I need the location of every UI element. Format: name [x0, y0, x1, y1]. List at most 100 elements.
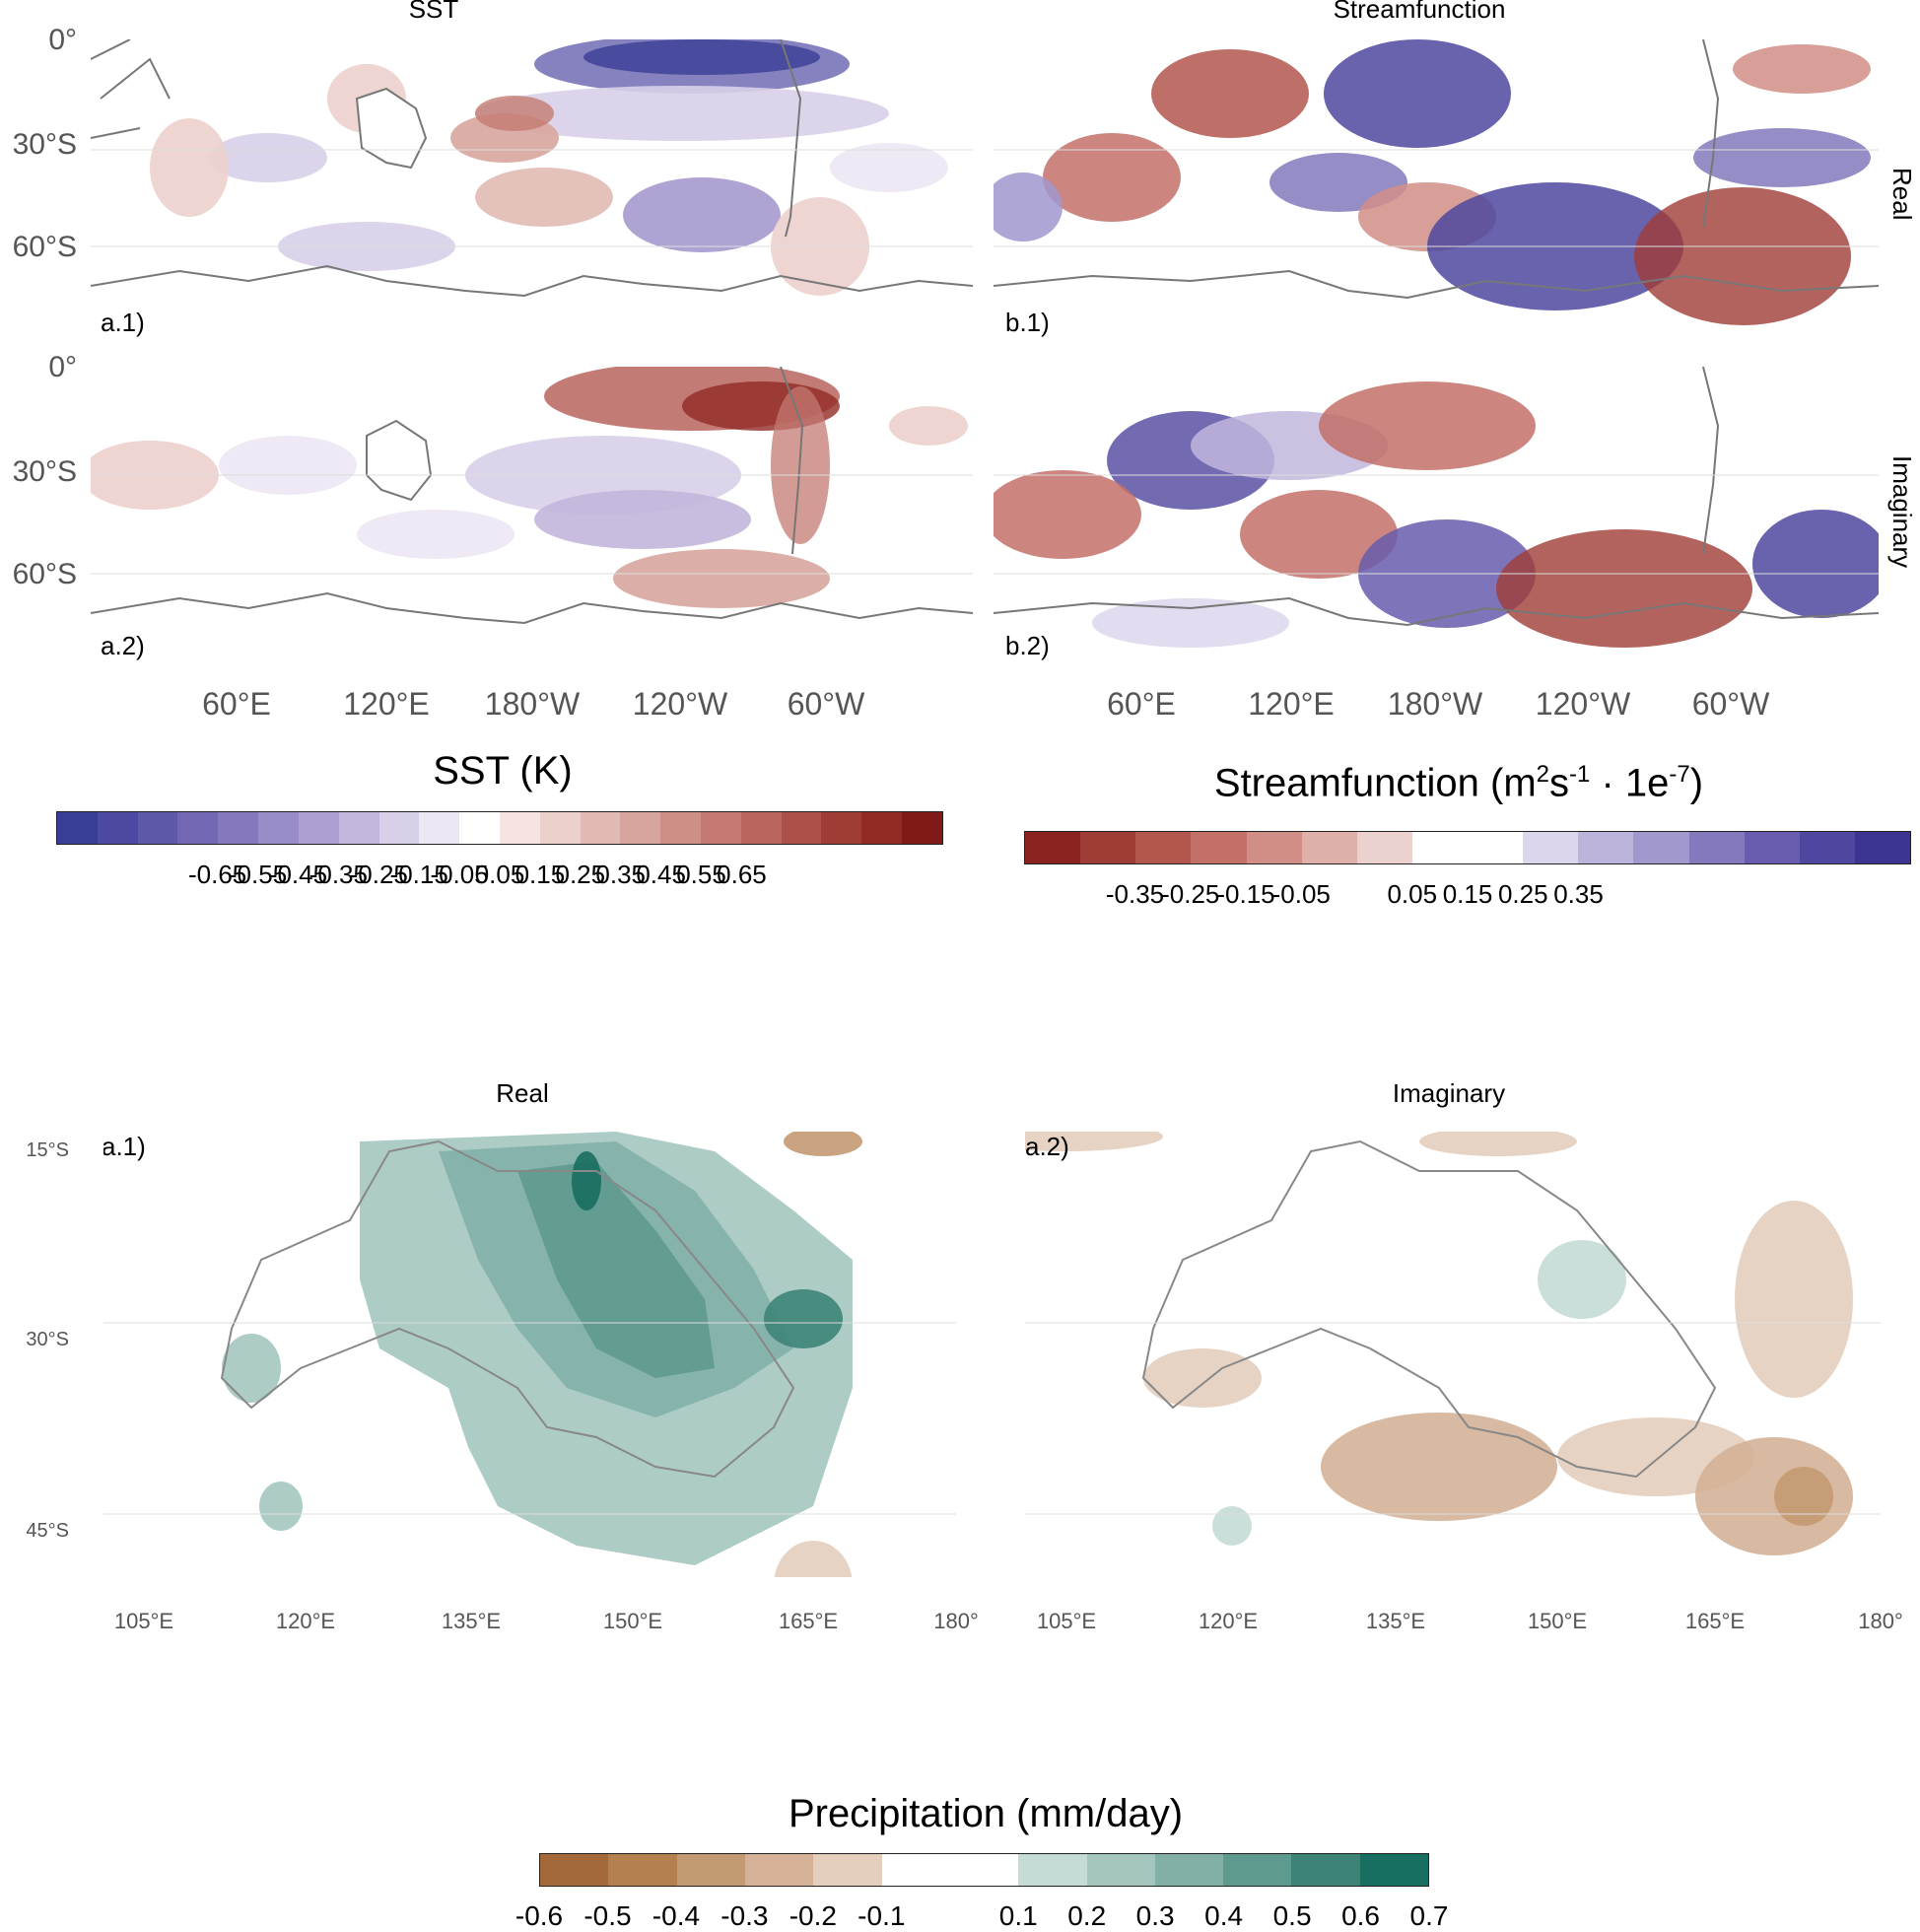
streamfunction-colorbar-swatch [1246, 832, 1302, 863]
precip-imaginary-map: a.2) [1025, 1132, 1881, 1577]
sst-colorbar-title: SST (K) [433, 749, 573, 793]
lat-label-0-row2: 0° [48, 351, 77, 383]
sst-real-field [91, 39, 973, 298]
precip-colorbar-tick-label: 0.2 [1067, 1900, 1107, 1931]
sst-colorbar-tick-label: -0.05 [430, 860, 489, 889]
stream-title-mid2: · 1e [1590, 761, 1670, 805]
panel-label-a2-top: a.2) [101, 631, 145, 660]
streamfunction-colorbar-swatch [1356, 832, 1412, 863]
precip-colorbar-swatch [744, 1854, 814, 1886]
sst-colorbar-tick-label: -0.65 [187, 860, 247, 889]
streamfunction-colorbar-title: Streamfunction (m2s-1 · 1e-7) [1163, 761, 1754, 805]
precip-colorbar-tick-label: 0.5 [1272, 1900, 1312, 1931]
lon-label-150e-right: 150°E [1527, 1609, 1588, 1633]
precip-colorbar-tick-label: -0.4 [651, 1900, 701, 1931]
streamfunction-colorbar-tick-label: -0.25 [1161, 879, 1220, 909]
stream-title-main: Streamfunction (m [1213, 761, 1537, 805]
precip-imaginary-column-title: Imaginary [1392, 1078, 1506, 1108]
precip-colorbar-tick-label: -0.5 [583, 1900, 632, 1931]
streamfunction-colorbar-swatch [1025, 832, 1081, 863]
precip-colorbar-title: Precipitation (mm/day) [788, 1792, 1184, 1835]
lat-label-30s-row1: 30°S [12, 128, 77, 161]
sst-colorbar-tick-label: -0.15 [389, 860, 448, 889]
sst-colorbar-tick-label: 0.15 [514, 860, 566, 889]
panel-label-a1-top: a.1) [101, 308, 145, 337]
sst-colorbar-tick-label: -0.45 [268, 860, 328, 889]
lon-label-120e-left: 120°E [275, 1609, 336, 1633]
streamfunction-colorbar-swatch [1080, 832, 1136, 863]
lon-label-120e-right: 120°E [1248, 686, 1335, 722]
precip-colorbar-tick-label: -0.6 [514, 1900, 564, 1931]
stream-title-sup2: -1 [1569, 761, 1591, 788]
streamfunction-colorbar-swatch [1135, 832, 1192, 863]
stream-title-mid: s [1549, 761, 1570, 805]
streamfunction-colorbar-tick-label: -0.35 [1105, 879, 1165, 909]
precip-colorbar-tick-label: -0.3 [720, 1900, 769, 1931]
lat-label-30s-row2: 30°S [12, 455, 77, 488]
sst-colorbar-swatch [499, 812, 540, 844]
precip-colorbar-tick-label: 0.4 [1204, 1900, 1244, 1931]
lon-label-180-right: 180° [1858, 1609, 1903, 1633]
sst-colorbar-swatch [137, 812, 178, 844]
sst-colorbar-swatch [459, 812, 500, 844]
streamfunction-colorbar-tick-label: -0.05 [1271, 879, 1331, 909]
sst-colorbar-swatch [902, 812, 942, 844]
streamfunction-column-title: Streamfunction [1333, 0, 1506, 24]
sst-colorbar-tick-label: 0.25 [555, 860, 606, 889]
streamfunction-colorbar-swatch [1799, 832, 1855, 863]
lon-label-150e-left: 150°E [602, 1609, 663, 1633]
precip-colorbar-swatch [1018, 1854, 1087, 1886]
sst-colorbar-tick-label: -0.55 [228, 860, 288, 889]
sst-imaginary-field [91, 367, 973, 625]
precip-colorbar-swatch [608, 1854, 677, 1886]
streamfunction-colorbar-tick-label: 0.15 [1442, 879, 1493, 909]
lat-label-15s: 15°S [26, 1139, 69, 1161]
precip-imaginary-field [1025, 1132, 1881, 1555]
precip-colorbar-swatch [1154, 1854, 1224, 1886]
lon-label-60e-left: 60°E [202, 686, 271, 722]
sst-colorbar-tick-label: 0.65 [717, 860, 767, 889]
precip-colorbar-tick-label: -0.1 [857, 1900, 906, 1931]
streamfunction-colorbar-swatch [1688, 832, 1745, 863]
precip-real-column-title: Real [496, 1078, 549, 1108]
sst-colorbar-tick-label: -0.25 [349, 860, 408, 889]
panel-label-b2: b.2) [1005, 631, 1050, 660]
precip-colorbar-tick-label: 0.1 [998, 1900, 1038, 1931]
precip-colorbar-swatch [1291, 1854, 1360, 1886]
sst-colorbar-tick-label: 0.55 [676, 860, 726, 889]
panel-label-a1-bottom: a.1) [103, 1132, 146, 1161]
lon-label-105e-right: 105°E [1036, 1609, 1097, 1633]
precip-colorbar-swatch [1359, 1854, 1429, 1886]
streamfunction-real-field [994, 39, 1879, 325]
streamfunction-imaginary-field [994, 367, 1879, 648]
streamfunction-colorbar-swatch [1191, 832, 1247, 863]
sst-colorbar-swatch [419, 812, 460, 844]
lat-label-60s-row1: 60°S [12, 231, 77, 263]
sst-colorbar-swatch [298, 812, 339, 844]
sst-colorbar-tick-label: 0.05 [474, 860, 525, 889]
sst-colorbar [56, 811, 943, 845]
sst-colorbar-swatch [97, 812, 138, 844]
sst-colorbar-tick-label: 0.45 [636, 860, 686, 889]
sst-colorbar-swatch [660, 812, 701, 844]
streamfunction-colorbar-swatch [1578, 832, 1634, 863]
precip-colorbar [539, 1853, 1429, 1887]
precip-colorbar-swatch [540, 1854, 609, 1886]
sst-colorbar-tick-label: -0.35 [309, 860, 368, 889]
lat-label-60s-row2: 60°S [12, 558, 77, 590]
sst-colorbar-swatch [338, 812, 379, 844]
sst-colorbar-swatch [580, 812, 621, 844]
precip-colorbar-swatch [1086, 1854, 1155, 1886]
sst-colorbar-swatch [177, 812, 219, 844]
panel-label-a2-bottom: a.2) [1025, 1132, 1069, 1161]
lon-label-60e-right: 60°E [1107, 686, 1176, 722]
lon-label-120e-left: 120°E [343, 686, 430, 722]
stream-title-sup3: -7 [1669, 761, 1690, 788]
precip-colorbar-tick-label: -0.2 [789, 1900, 837, 1931]
row-title-imaginary: Imaginary [1887, 455, 1917, 569]
lat-label-45s: 45°S [26, 1520, 69, 1542]
precip-real-field [103, 1132, 956, 1577]
sst-colorbar-swatch [57, 812, 98, 844]
sst-colorbar-swatch [781, 812, 822, 844]
lat-label-0-row1: 0° [48, 24, 77, 56]
